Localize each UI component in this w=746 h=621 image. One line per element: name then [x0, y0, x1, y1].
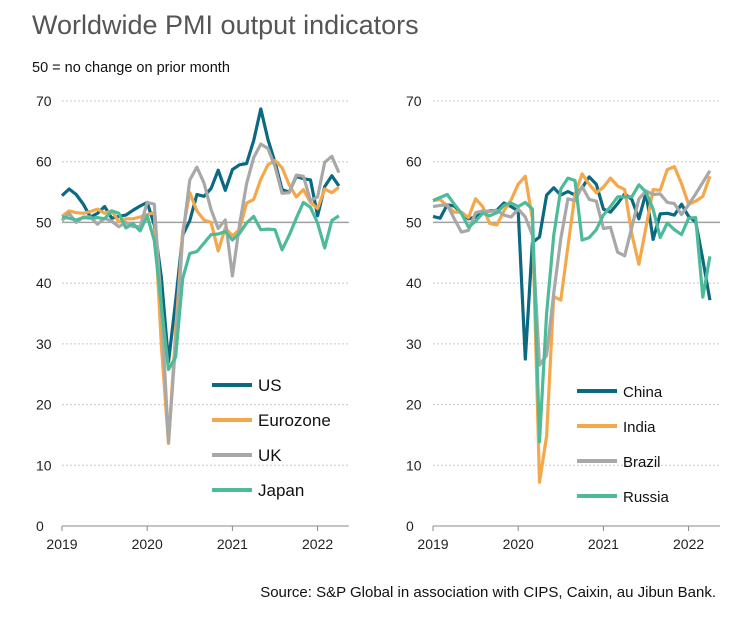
- chart-panel-2: 0 10 20 30 40 50 60 70 2019 2020 2021 2022 China Indi…: [406, 93, 720, 552]
- y-tick-label: 30: [36, 336, 52, 352]
- chart-subtitle: 50 = no change on prior month: [32, 60, 230, 76]
- y-tick-label: 10: [406, 457, 422, 473]
- legend-label: India: [623, 419, 656, 436]
- x-tick-label: 2020: [132, 536, 163, 552]
- y-tick-label: 40: [406, 275, 422, 291]
- x-tick-label: 2021: [588, 536, 619, 552]
- legend-label: China: [623, 384, 663, 401]
- x-tick-label: 2020: [503, 536, 534, 552]
- x-tick-label: 2022: [302, 536, 333, 552]
- chart-title: Worldwide PMI output indicators: [32, 10, 419, 40]
- y-tick-label: 60: [36, 154, 52, 170]
- series-line-china: [432, 175, 712, 361]
- y-tick-label: 60: [406, 154, 422, 170]
- legend-label: US: [258, 376, 282, 395]
- y-tick-label: 0: [406, 518, 414, 534]
- y-tick-label: 70: [36, 93, 52, 109]
- series-line-india: [432, 165, 712, 484]
- series-line-russia: [432, 176, 712, 444]
- legend-label: Japan: [258, 481, 304, 500]
- y-tick-label: 50: [36, 214, 52, 230]
- series-line-japan: [61, 200, 340, 371]
- legend-label: UK: [258, 446, 282, 465]
- series-line-eurozone: [61, 158, 340, 445]
- legend-label: Brazil: [623, 454, 661, 471]
- y-tick-label: 0: [36, 518, 44, 534]
- y-tick-label: 10: [36, 457, 52, 473]
- y-tick-label: 70: [406, 93, 422, 109]
- x-tick-label: 2019: [46, 536, 77, 552]
- y-tick-label: 20: [406, 397, 422, 413]
- y-tick-label: 50: [406, 214, 422, 230]
- x-tick-label: 2022: [673, 536, 704, 552]
- legend-label: Eurozone: [258, 411, 331, 430]
- x-tick-label: 2019: [417, 536, 448, 552]
- series-line-uk: [60, 142, 341, 444]
- y-tick-label: 40: [36, 275, 52, 291]
- legend-label: Russia: [623, 489, 670, 506]
- y-tick-label: 20: [36, 397, 52, 413]
- y-tick-label: 30: [406, 336, 422, 352]
- series-line-us: [60, 107, 341, 364]
- source-note: Source: S&P Global in association with C…: [260, 584, 716, 601]
- series-line-brazil: [432, 169, 712, 367]
- chart-panel-1: 0 10 20 30 40 50 60 70 2019 2020 2021 2022 US Eurozon…: [36, 93, 349, 552]
- x-tick-label: 2021: [217, 536, 248, 552]
